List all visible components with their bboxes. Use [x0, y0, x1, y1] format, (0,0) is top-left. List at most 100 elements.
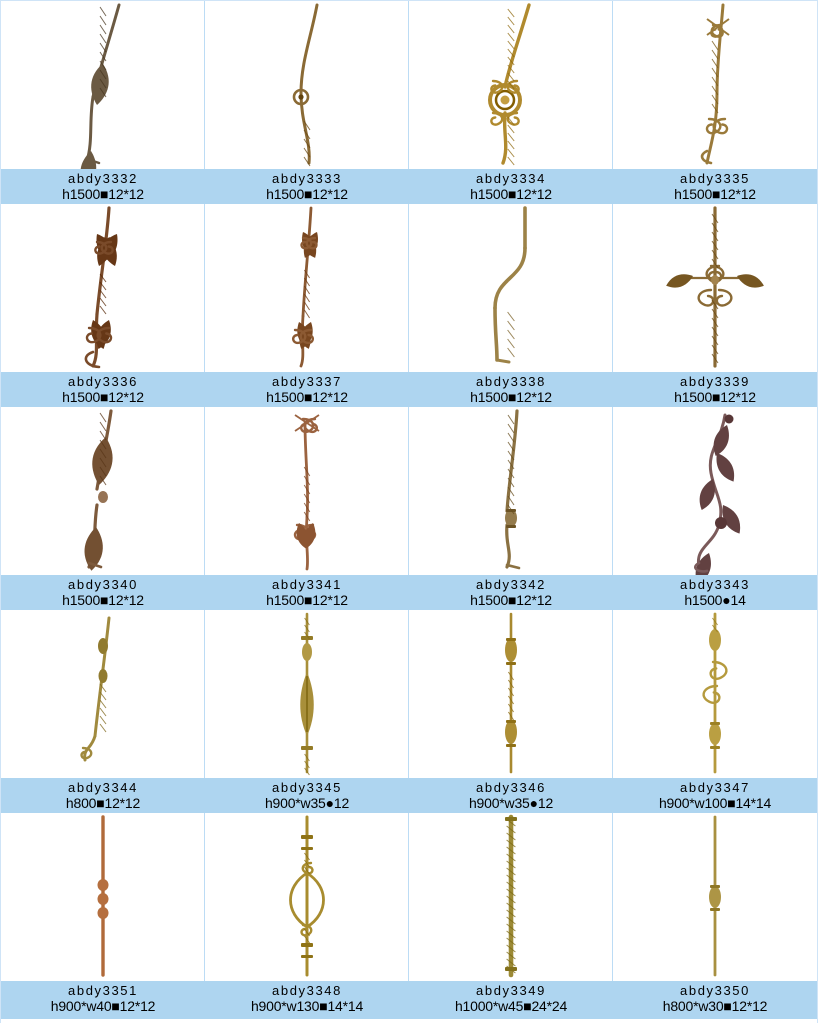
product-image-cell[interactable] [205, 610, 409, 778]
baluster-illustration [613, 610, 817, 778]
product-spec: h900*w35●12 [264, 795, 350, 812]
product-spec: h900*w35●12 [468, 795, 554, 812]
baluster-illustration [1, 204, 204, 372]
product-caption: abdy3332 h1500■12*12 [1, 169, 205, 204]
product-image-row [1, 610, 817, 778]
product-image-row [1, 813, 817, 981]
product-image-cell[interactable] [613, 204, 817, 372]
product-code: abdy3342 [476, 577, 546, 592]
product-spec: h900*w40■12*12 [50, 998, 156, 1015]
product-image-cell[interactable] [205, 204, 409, 372]
product-image-cell[interactable] [1, 204, 205, 372]
product-image-cell[interactable] [613, 813, 817, 981]
caption-band: abdy3336 h1500■12*12 abdy3337 h1500■12*12 ab… [1, 372, 817, 407]
product-caption: abdy3336 h1500■12*12 [1, 372, 205, 407]
product-caption: abdy3339 h1500■12*12 [613, 372, 817, 407]
product-spec: h800*w30■12*12 [662, 998, 768, 1015]
product-image-cell[interactable] [205, 813, 409, 981]
product-caption: abdy3349 h1000*w45■24*24 [409, 981, 613, 1019]
baluster-illustration [409, 813, 612, 981]
product-code: abdy3333 [272, 171, 342, 186]
catalog-row: abdy3336 h1500■12*12 abdy3337 h1500■12*12 ab… [1, 204, 817, 407]
product-code: abdy3337 [272, 374, 342, 389]
product-caption: abdy3344 h800■12*12 [1, 778, 205, 813]
product-code: abdy3334 [476, 171, 546, 186]
product-caption: abdy3340 h1500■12*12 [1, 575, 205, 610]
baluster-illustration [409, 204, 612, 372]
product-image-cell[interactable] [613, 407, 817, 575]
product-spec: h800■12*12 [65, 795, 141, 812]
baluster-illustration [205, 204, 408, 372]
product-spec: h1500■12*12 [266, 389, 348, 406]
product-image-cell[interactable] [409, 813, 613, 981]
product-caption: abdy3345 h900*w35●12 [205, 778, 409, 813]
product-code: abdy3341 [272, 577, 342, 592]
product-image-cell[interactable] [613, 1, 817, 169]
product-caption: abdy3342 h1500■12*12 [409, 575, 613, 610]
product-image-cell[interactable] [1, 407, 205, 575]
product-code: abdy3347 [680, 780, 750, 795]
product-image-cell[interactable] [409, 1, 613, 169]
product-code: abdy3336 [68, 374, 138, 389]
product-image-row [1, 407, 817, 575]
product-spec: h1500■12*12 [62, 186, 144, 203]
product-spec: h900*w130■14*14 [250, 998, 364, 1015]
caption-band: abdy3340 h1500■12*12 abdy3341 h1500■12*12 ab… [1, 575, 817, 610]
product-image-row [1, 1, 817, 169]
product-spec: h1500■12*12 [674, 389, 756, 406]
product-spec: h1500■12*12 [470, 186, 552, 203]
product-image-cell[interactable] [205, 407, 409, 575]
product-spec: h1500■12*12 [266, 186, 348, 203]
product-spec: h1500■12*12 [470, 389, 552, 406]
baluster-illustration [409, 407, 612, 575]
product-caption: abdy3341 h1500■12*12 [205, 575, 409, 610]
product-code: abdy3350 [680, 983, 750, 998]
product-image-cell[interactable] [409, 407, 613, 575]
product-code: abdy3346 [476, 780, 546, 795]
catalog-row: abdy3344 h800■12*12 abdy3345 h900*w35●12 abd… [1, 610, 817, 813]
product-image-cell[interactable] [1, 610, 205, 778]
product-image-cell[interactable] [409, 204, 613, 372]
product-caption: abdy3334 h1500■12*12 [409, 169, 613, 204]
baluster-illustration [1, 1, 204, 169]
baluster-illustration [613, 204, 817, 372]
product-image-cell[interactable] [1, 1, 205, 169]
baluster-illustration [205, 407, 408, 575]
baluster-illustration [613, 813, 817, 981]
caption-band: abdy3332 h1500■12*12 abdy3333 h1500■12*12 ab… [1, 169, 817, 204]
baluster-illustration [205, 610, 408, 778]
product-image-cell[interactable] [409, 610, 613, 778]
product-caption: abdy3337 h1500■12*12 [205, 372, 409, 407]
product-image-cell[interactable] [205, 1, 409, 169]
baluster-illustration [613, 1, 817, 169]
product-code: abdy3332 [68, 171, 138, 186]
product-caption: abdy3351 h900*w40■12*12 [1, 981, 205, 1019]
product-caption: abdy3346 h900*w35●12 [409, 778, 613, 813]
product-code: abdy3335 [680, 171, 750, 186]
product-caption: abdy3333 h1500■12*12 [205, 169, 409, 204]
baluster-illustration [409, 610, 612, 778]
baluster-illustration [1, 407, 204, 575]
caption-band: abdy3351 h900*w40■12*12 abdy3348 h900*w130■… [1, 981, 817, 1019]
product-caption: abdy3347 h900*w100■14*14 [613, 778, 817, 813]
product-spec: h900*w100■14*14 [658, 795, 772, 812]
product-caption: abdy3350 h800*w30■12*12 [613, 981, 817, 1019]
product-code: abdy3345 [272, 780, 342, 795]
catalog-row: abdy3332 h1500■12*12 abdy3333 h1500■12*12 ab… [1, 1, 817, 204]
product-code: abdy3351 [68, 983, 138, 998]
product-image-row [1, 204, 817, 372]
product-caption: abdy3348 h900*w130■14*14 [205, 981, 409, 1019]
product-code: abdy3340 [68, 577, 138, 592]
product-code: abdy3349 [476, 983, 546, 998]
baluster-illustration [1, 610, 204, 778]
product-image-cell[interactable] [613, 610, 817, 778]
product-caption: abdy3338 h1500■12*12 [409, 372, 613, 407]
caption-band: abdy3344 h800■12*12 abdy3345 h900*w35●12 abd… [1, 778, 817, 813]
baluster-illustration [409, 1, 612, 169]
baluster-illustration [613, 407, 817, 575]
product-spec: h1500■12*12 [674, 186, 756, 203]
product-caption: abdy3343 h1500●14 [613, 575, 817, 610]
product-caption: abdy3335 h1500■12*12 [613, 169, 817, 204]
product-image-cell[interactable] [1, 813, 205, 981]
